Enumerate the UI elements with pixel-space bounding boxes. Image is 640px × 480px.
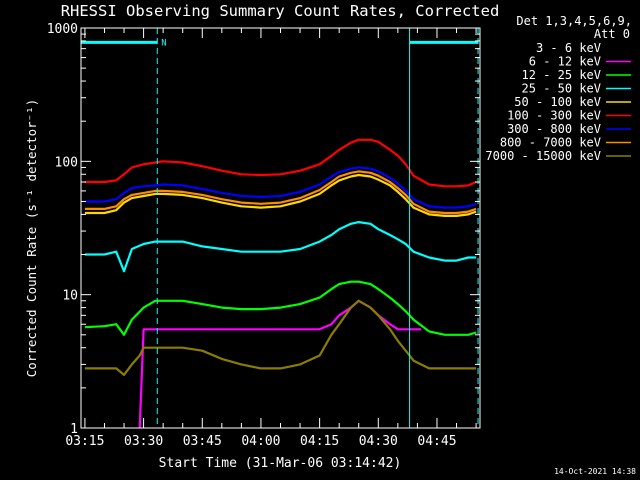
legend-label: 7000 - 15000 keV <box>485 149 601 163</box>
legend-label: 25 - 50 keV <box>522 82 601 96</box>
y-tick-label: 100 <box>55 155 78 170</box>
x-tick-label: 04:15 <box>300 434 339 449</box>
x-tick-label: 04:45 <box>417 434 456 449</box>
instrument-flags: N <box>81 28 479 428</box>
series-line-4 <box>84 221 477 273</box>
series-line-8 <box>318 339 407 429</box>
legend-label: 300 - 800 keV <box>507 122 601 136</box>
legend-header-line-1: Det 1,3,4,5,6,9, <box>516 14 632 28</box>
axes: 1 10 100 1000 03:15 03:30 03:45 04:00 04:15 04:30… <box>47 22 481 449</box>
series-line-6 <box>138 299 422 429</box>
legend-label: 50 - 100 keV <box>514 95 601 109</box>
series-line-5 <box>84 280 477 336</box>
legend-header-line-2: Att 0 <box>594 27 630 41</box>
series-line-7 <box>84 299 477 376</box>
y-tick-label: 1000 <box>47 22 78 37</box>
series-line-1 <box>84 166 477 209</box>
x-tick-label: 03:15 <box>65 434 104 449</box>
chart-title: RHESSI Observing Summary Count Rates, Co… <box>61 2 500 20</box>
series-line-3 <box>84 173 477 217</box>
x-tick-label: 04:30 <box>359 434 398 449</box>
series-line-0 <box>84 138 477 188</box>
x-tick-label: 03:45 <box>183 434 222 449</box>
x-axis-label: Start Time (31-Mar-06 03:14:42) <box>159 456 402 471</box>
legend-label: 100 - 300 keV <box>507 109 601 123</box>
series-line-2 <box>84 170 477 215</box>
legend-label: 6 - 12 keV <box>529 55 601 69</box>
x-tick-label: 04:00 <box>241 434 280 449</box>
footer-timestamp: 14-Oct-2021 14:38 <box>554 467 636 476</box>
x-tick-label: 03:30 <box>124 434 163 449</box>
legend-label: 800 - 7000 keV <box>500 136 601 150</box>
plot-area <box>84 138 477 429</box>
y-tick-label: 10 <box>62 289 78 304</box>
night-marker: N <box>161 38 166 48</box>
legend-label: 12 - 25 keV <box>522 68 601 82</box>
y-tick-label: 1 <box>70 422 78 437</box>
legend-label: 3 - 6 keV <box>536 41 601 55</box>
y-axis-label: Corrected Count Rate (s⁻¹ detector⁻¹) <box>24 99 39 377</box>
